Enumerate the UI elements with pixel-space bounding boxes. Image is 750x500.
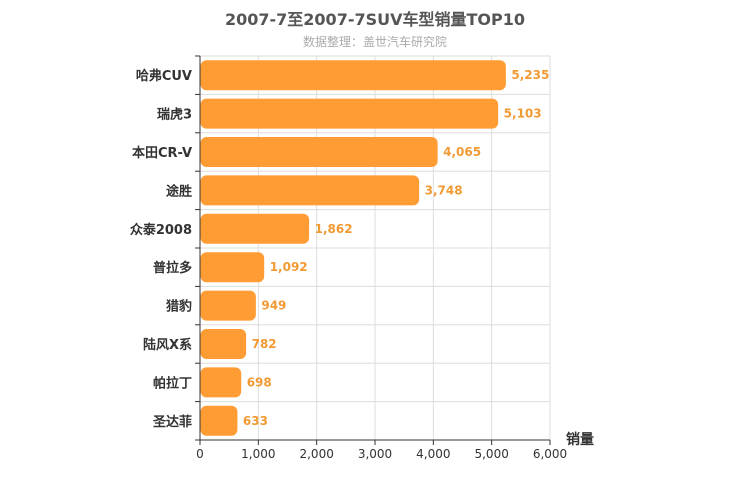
category-label: 帕拉丁 — [153, 375, 192, 391]
x-axis-title: 销量 — [566, 431, 594, 448]
value-label: 949 — [261, 299, 286, 313]
category-label: 普拉多 — [153, 260, 192, 276]
x-tick-label: 2,000 — [299, 447, 333, 461]
value-label: 5,103 — [504, 107, 542, 121]
value-label: 633 — [243, 414, 268, 428]
bar-3 — [200, 137, 438, 167]
bar-9 — [200, 367, 242, 398]
bar-5 — [200, 213, 310, 244]
bar-6 — [200, 252, 265, 283]
value-label: 4,065 — [443, 145, 481, 159]
category-label: 众泰2008 — [130, 222, 192, 238]
value-label: 1,862 — [315, 222, 353, 236]
value-label: 1,092 — [270, 260, 308, 274]
x-tick-label: 0 — [196, 447, 204, 461]
value-label: 3,748 — [425, 183, 463, 197]
bars: 5,235 5,103 4,065 3,748 1,862 1,092 949 782 698 6… — [200, 60, 549, 436]
x-tick-label: 1,000 — [241, 447, 275, 461]
bar-10 — [200, 405, 238, 436]
x-tick-label: 3,000 — [358, 447, 392, 461]
chart-subtitle: 数据整理：盖世汽车研究院 — [302, 35, 447, 49]
category-label: 哈弗CUV — [136, 68, 192, 84]
x-tick-label: 6,000 — [533, 447, 567, 461]
x-tick-label: 5,000 — [474, 447, 508, 461]
category-label: 陆风X系 — [143, 337, 192, 353]
bar-4 — [200, 175, 420, 206]
bar-7 — [200, 290, 256, 321]
value-label: 698 — [247, 375, 272, 389]
value-label: 5,235 — [511, 68, 549, 82]
category-label: 圣达菲 — [153, 414, 192, 430]
category-label: 本田CR-V — [132, 145, 192, 161]
category-label: 瑞虎3 — [157, 107, 192, 123]
x-tick-label: 4,000 — [416, 447, 450, 461]
value-label: 782 — [252, 337, 277, 351]
bar-1 — [200, 60, 506, 91]
category-label: 途胜 — [166, 183, 192, 199]
category-label: 猎豹 — [166, 299, 192, 315]
bar-2 — [200, 98, 499, 129]
bar-8 — [200, 329, 247, 359]
chart-title: 2007-7至2007-7SUV车型销量TOP10 — [224, 10, 526, 29]
